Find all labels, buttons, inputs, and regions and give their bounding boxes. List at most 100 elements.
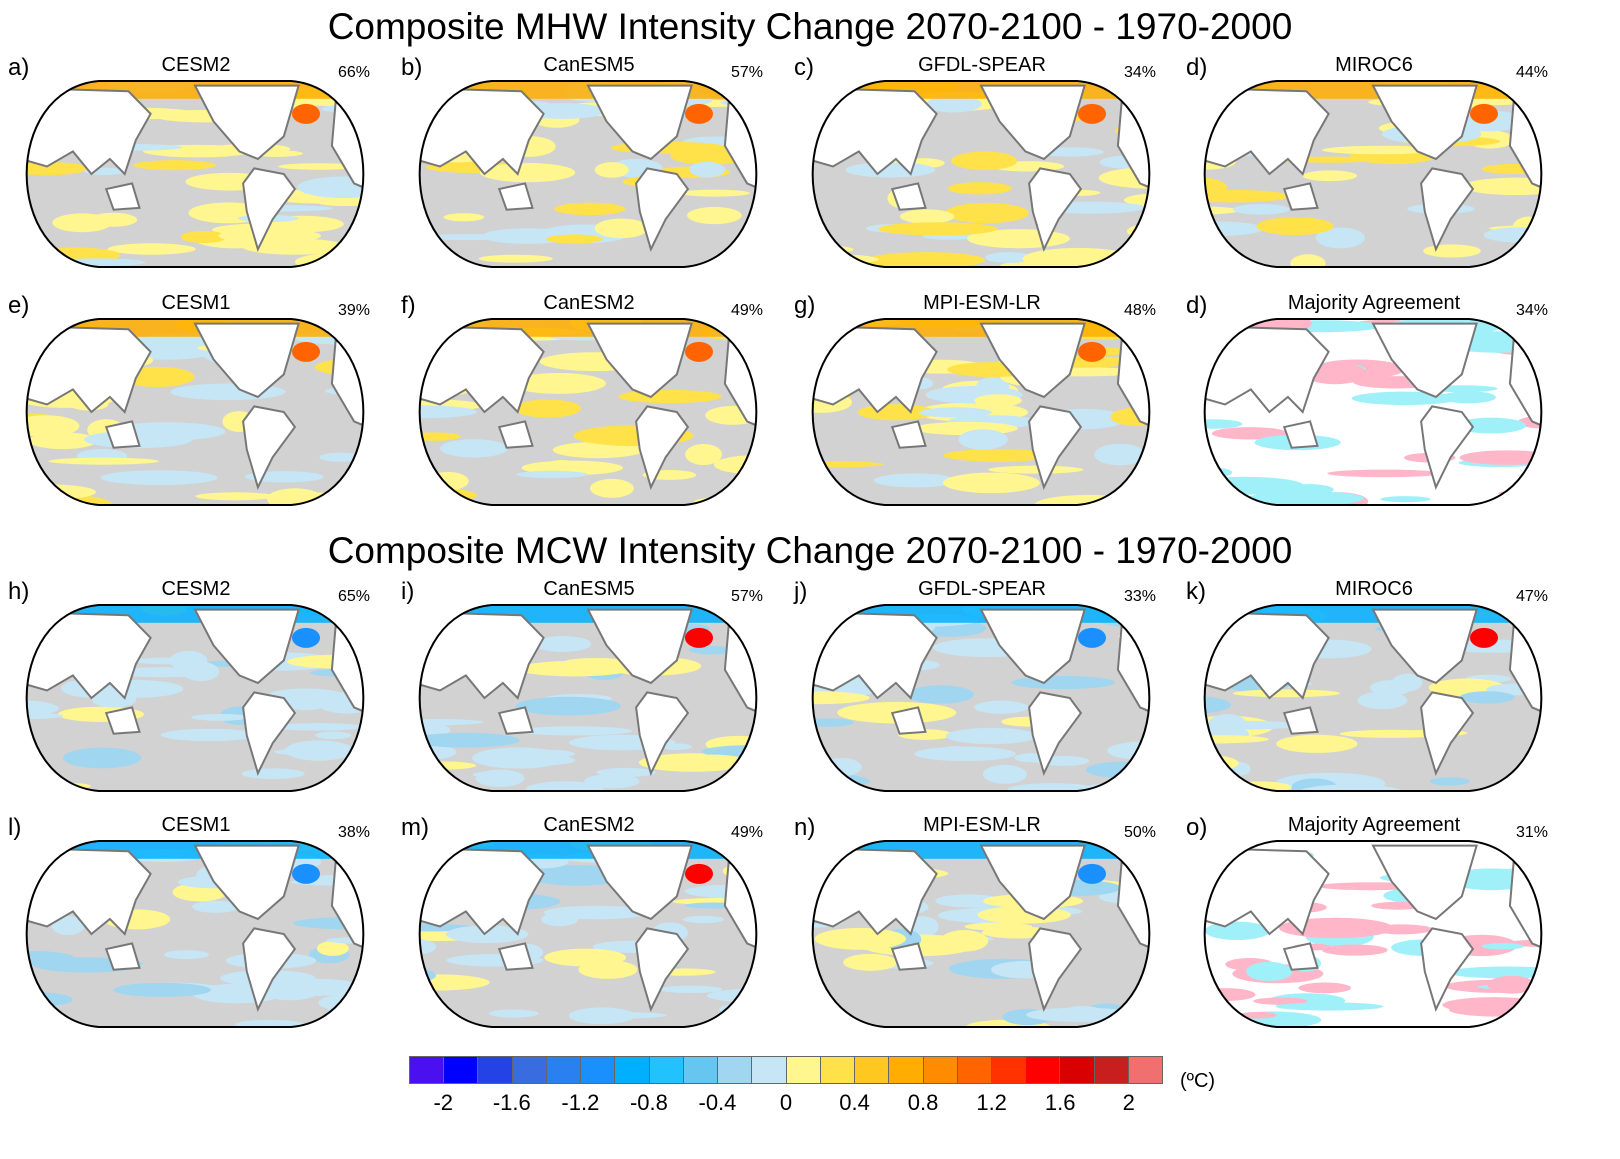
panel-label: h) [8,578,30,605]
colorbar-box [478,1057,513,1083]
continent [1508,861,1542,955]
anomaly-patch [419,405,477,419]
anomaly-patch [866,252,985,267]
colorbar-tick-label: 2 [1122,1090,1135,1115]
anomaly-patch [689,161,726,178]
continent [812,612,938,700]
anomaly-patch [750,777,757,790]
north-atlantic-hotspot [1470,103,1498,124]
map-panel: g) MPI-ESM-LR 48% [792,290,1172,520]
anomaly-patch [1204,1009,1216,1018]
continent [635,405,690,490]
world-map [1203,318,1543,506]
map-panel: b) CanESM5 57% [399,52,779,282]
continent [723,625,757,719]
anomaly-patch [1369,680,1412,696]
anomaly-patch [1516,89,1542,105]
anomaly-patch [1128,81,1150,86]
anomaly-patch [515,696,621,716]
panel-label: d) [1186,54,1208,81]
colorbar-box [546,1057,582,1083]
anomaly-patch [1204,189,1290,203]
continent [1116,861,1150,955]
continent [890,420,927,449]
colorbar-tick-label: 0 [779,1090,793,1115]
continent [979,844,1086,921]
colorbar-unit: (ºC) [1180,1070,1216,1092]
anomaly-patch [919,407,992,418]
panel-title: MPI-ESM-LR [923,292,1041,314]
anomaly-patch [62,747,142,769]
anomaly-patch [195,492,276,501]
continent [586,322,693,399]
anomaly-patch [180,230,228,243]
anomaly-patch [516,726,633,736]
anomaly-patch [479,162,576,183]
colorbar-box [410,1057,445,1083]
continent [1028,927,1083,1012]
continent [1420,927,1475,1012]
anomaly-patch [1299,784,1403,791]
panel-label: n) [794,814,816,841]
continent [1420,405,1475,490]
continent [586,844,693,921]
colorbar-box [581,1057,616,1083]
anomaly-patch [1315,227,1365,249]
continent [1282,420,1319,449]
continent [1371,84,1478,161]
north-atlantic-hotspot [1470,627,1498,648]
anomaly-patch [1290,254,1326,267]
continent [497,706,534,735]
anomaly-patch [618,389,722,404]
anomaly-patch [419,974,490,991]
anomaly-patch [1302,170,1358,182]
world-map [418,318,758,506]
continent [1028,691,1083,776]
anomaly-patch [812,94,832,104]
continent [586,84,693,161]
world-map [418,840,758,1028]
anomaly-patch [1011,675,1115,690]
north-atlantic-hotspot [1078,627,1106,648]
anomaly-patch [974,700,1029,714]
anomaly-patch [708,86,757,93]
colorbar-box [991,1057,1027,1083]
anomaly-patch [1321,944,1388,956]
anomaly-patch [1481,943,1524,950]
world-map [811,840,1151,1028]
anomaly-patch [315,731,352,740]
panel-label: b) [401,54,423,81]
anomaly-patch [1441,391,1496,404]
continent [723,861,757,955]
anomaly-patch [1232,689,1340,698]
continent [812,88,938,176]
continent [586,608,693,685]
world-map [418,604,758,792]
anomaly-patch [988,465,1084,474]
continent [1508,625,1542,719]
world-map [418,80,758,268]
continent [26,848,152,936]
anomaly-patch [26,605,67,615]
north-atlantic-hotspot [292,341,320,362]
panel-percent: 66% [338,64,371,81]
continent [330,861,364,955]
anomaly-patch [26,415,80,437]
colorbar-box [957,1057,992,1083]
anomaly-patch [427,471,469,491]
colorbar-tick-label: -1.2 [561,1090,600,1115]
anomaly-patch [107,243,196,255]
anomaly-patch [900,209,955,224]
anomaly-patch [1287,484,1334,495]
panel-title: CanESM5 [543,54,635,76]
north-atlantic-hotspot [685,863,713,884]
anomaly-patch [596,767,656,777]
anomaly-patch [1448,1003,1542,1017]
continent [890,942,927,971]
panel-title: GFDL-SPEAR [918,578,1046,600]
anomaly-patch [1106,740,1150,761]
continent [1116,339,1150,433]
continent [104,706,141,735]
anomaly-patch [1098,167,1150,189]
anomaly-patch [958,429,1008,450]
